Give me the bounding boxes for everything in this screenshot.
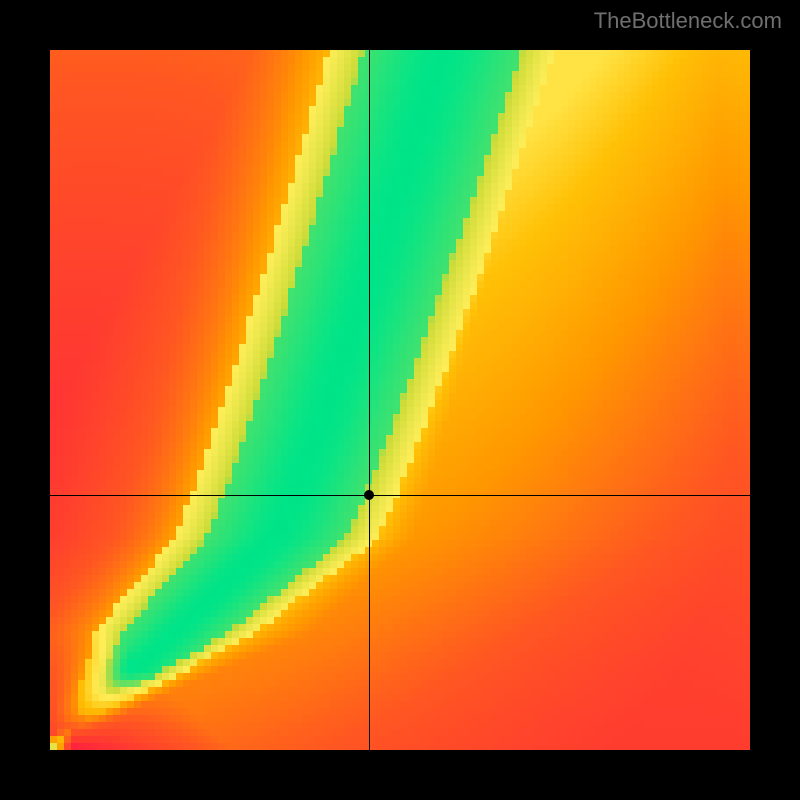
heatmap-chart (50, 50, 750, 750)
crosshair-dot (364, 490, 374, 500)
crosshair-horizontal (50, 495, 750, 496)
watermark-text: TheBottleneck.com (594, 8, 782, 34)
heatmap-canvas (50, 50, 750, 750)
crosshair-vertical (369, 50, 370, 750)
